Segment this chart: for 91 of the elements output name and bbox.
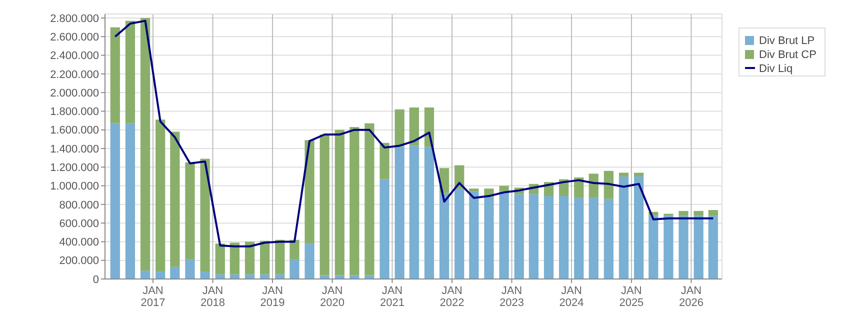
x-tick-label: JAN 2017 xyxy=(140,285,166,309)
y-tick-label: 1.200.000 xyxy=(50,162,99,174)
x-tick-label: JAN 2018 xyxy=(200,285,225,309)
bar xyxy=(409,107,419,146)
bar xyxy=(588,198,598,279)
bar xyxy=(170,132,180,267)
y-tick-label: 1.800.000 xyxy=(50,106,99,118)
y-tick-label: 2.200.000 xyxy=(50,68,99,81)
y-tick-label: 1.600.000 xyxy=(50,124,99,137)
bar xyxy=(260,240,270,274)
y-tick-label: 2.600.000 xyxy=(50,31,99,44)
y-tick-label: 2.400.000 xyxy=(50,50,99,62)
bar xyxy=(156,120,166,272)
bar xyxy=(304,140,314,244)
bar xyxy=(499,191,509,279)
bar xyxy=(156,272,166,279)
bar xyxy=(469,188,479,192)
bar xyxy=(648,216,658,279)
x-tick-label: JAN 2026 xyxy=(678,285,704,309)
bar xyxy=(664,216,674,279)
bar xyxy=(708,210,718,216)
bar xyxy=(364,123,374,276)
bar xyxy=(304,244,314,279)
y-tick-label: 1.000.000 xyxy=(50,180,99,193)
x-tick-label: JAN 2025 xyxy=(619,285,644,309)
bar xyxy=(140,270,150,279)
y-tick-label: 2.800.000 xyxy=(50,12,99,25)
bar xyxy=(394,146,404,279)
bar xyxy=(110,27,120,124)
bar xyxy=(439,193,450,279)
bar xyxy=(290,259,300,279)
bar xyxy=(200,158,210,272)
legend-label: Div Brut CP xyxy=(759,48,816,61)
y-tick-label: 0 xyxy=(92,274,99,286)
bar xyxy=(380,179,390,279)
bar xyxy=(185,162,195,260)
legend-label: Div Brut LP xyxy=(759,34,815,47)
bar xyxy=(604,198,614,279)
bar xyxy=(215,244,225,274)
bar xyxy=(170,266,180,279)
bar xyxy=(334,130,344,276)
bar xyxy=(200,272,210,279)
bar xyxy=(618,176,629,279)
bar xyxy=(140,18,150,271)
bar xyxy=(514,194,524,279)
bar xyxy=(409,146,419,279)
bar xyxy=(380,142,390,180)
bar xyxy=(469,191,479,279)
x-tick-label: JAN 2022 xyxy=(440,285,464,309)
y-tick-label: 600.000 xyxy=(59,218,99,230)
y-tick-label: 2.000.000 xyxy=(50,87,99,100)
y-tick-label: 1.400.000 xyxy=(50,143,99,156)
bar xyxy=(275,240,285,274)
line-series xyxy=(114,20,714,248)
bar xyxy=(604,170,614,199)
bar xyxy=(694,216,704,279)
bar xyxy=(559,196,569,279)
bar xyxy=(110,123,120,279)
bar xyxy=(694,210,704,216)
bar xyxy=(634,176,644,279)
bar xyxy=(185,259,195,279)
y-tick-label: 800.000 xyxy=(59,199,99,212)
x-tick-label: JAN 2021 xyxy=(380,285,404,309)
bar xyxy=(244,242,255,274)
bar xyxy=(125,123,136,279)
y-tick-label: 400.000 xyxy=(59,236,99,249)
bar xyxy=(290,240,300,260)
x-tick-label: JAN 2024 xyxy=(559,285,584,309)
bar xyxy=(230,242,240,274)
bar xyxy=(544,196,554,279)
bar xyxy=(125,20,136,124)
x-tick-label: JAN 2020 xyxy=(320,285,345,309)
bar xyxy=(678,210,688,216)
bar xyxy=(350,127,360,276)
x-tick-label: JAN 2023 xyxy=(500,285,524,309)
bar xyxy=(634,172,644,176)
bar xyxy=(499,186,509,192)
legend-label: Div Liq xyxy=(759,62,793,75)
bar xyxy=(528,194,538,279)
bar xyxy=(454,188,464,279)
bar xyxy=(588,174,598,198)
y-tick-label: 200.000 xyxy=(59,255,99,268)
bar xyxy=(574,198,584,279)
bar xyxy=(424,146,434,279)
bar xyxy=(678,216,688,279)
x-tick-label: JAN 2019 xyxy=(260,285,285,309)
bar xyxy=(394,109,404,147)
bar xyxy=(320,134,330,276)
bar xyxy=(484,196,494,279)
bar xyxy=(618,172,629,176)
bar xyxy=(708,216,718,279)
